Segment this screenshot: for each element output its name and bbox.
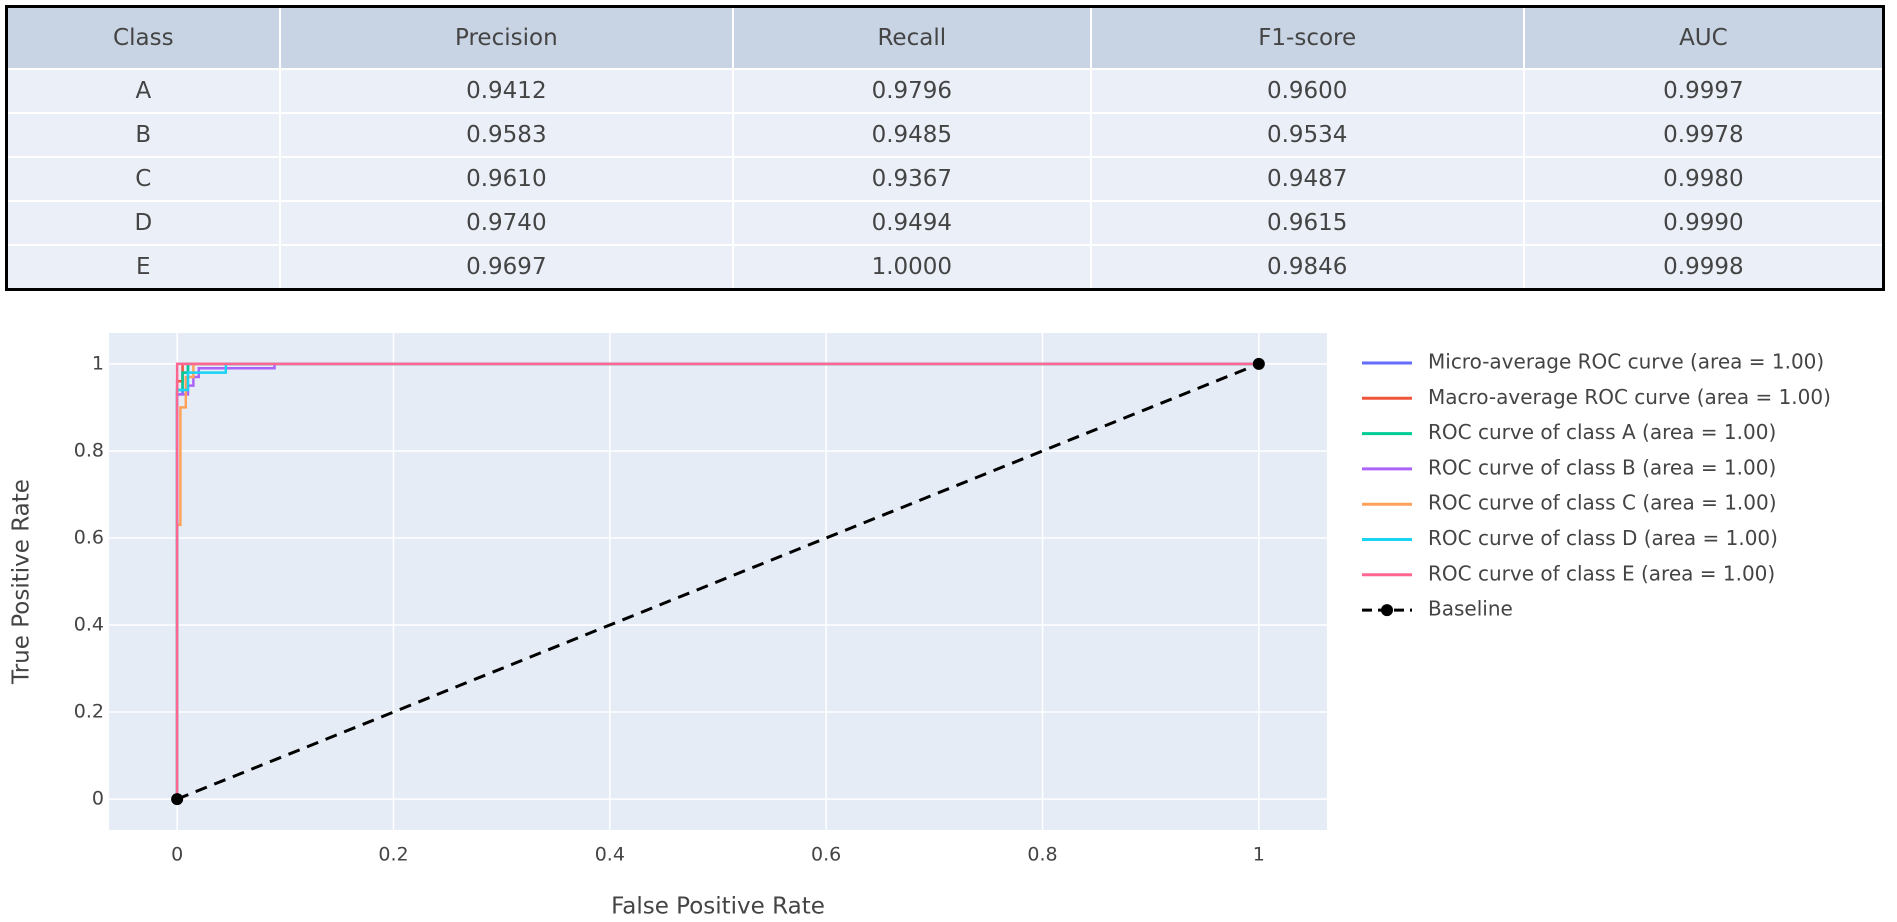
- x-tick-label: 0.2: [378, 844, 408, 866]
- table-cell: 0.9980: [1522, 156, 1885, 202]
- line-marker: [1252, 357, 1265, 370]
- roc-line: [175, 362, 1259, 800]
- table-cell: 0.9998: [1522, 244, 1885, 291]
- y-tick-label: 0.6: [74, 526, 104, 548]
- table-row: A 0.9412 0.9796 0.9600 0.9997: [5, 68, 1885, 114]
- table-cell: 1.0000: [732, 244, 1092, 291]
- table-row: D 0.9740 0.9494 0.9615 0.9990: [5, 200, 1885, 246]
- table-cell: 0.9978: [1522, 112, 1885, 158]
- y-tick-label: 0: [92, 788, 104, 810]
- table-row: B 0.9583 0.9485 0.9534 0.9978: [5, 112, 1885, 158]
- legend-label: ROC curve of class A (area = 1.00): [1428, 420, 1776, 444]
- table-cell: 0.9412: [278, 68, 735, 114]
- y-tick-label: 0.8: [74, 439, 104, 461]
- table-cell: F1-score: [1089, 5, 1525, 70]
- table-cell: A: [5, 68, 281, 114]
- table-cell: C: [5, 156, 281, 202]
- y-axis-title: True Positive Rate: [9, 479, 35, 685]
- x-tick-label: 0: [171, 844, 183, 866]
- table-cell: Recall: [732, 5, 1092, 70]
- x-tick-label: 0.8: [1027, 844, 1057, 866]
- table-cell: 0.9846: [1089, 244, 1525, 291]
- legend-label: ROC curve of class C (area = 1.00): [1428, 491, 1777, 515]
- table-cell: E: [5, 244, 281, 291]
- x-tick-label: 1: [1253, 844, 1265, 866]
- table-cell: 0.9740: [278, 200, 735, 246]
- table-cell: 0.9494: [732, 200, 1092, 246]
- table-cell: AUC: [1522, 5, 1885, 70]
- table-cell: Precision: [278, 5, 735, 70]
- table-cell: 0.9583: [278, 112, 735, 158]
- table-cell: 0.9610: [278, 156, 735, 202]
- y-tick-label: 0.2: [74, 701, 104, 723]
- table-cell: 0.9697: [278, 244, 735, 291]
- legend-label: Baseline: [1428, 597, 1513, 621]
- table-cell: B: [5, 112, 281, 158]
- table-cell: 0.9997: [1522, 68, 1885, 114]
- table-cell: 0.9615: [1089, 200, 1525, 246]
- table-cell: 0.9990: [1522, 200, 1885, 246]
- legend-label: Micro-average ROC curve (area = 1.00): [1428, 350, 1824, 374]
- line-marker: [171, 793, 184, 806]
- legend-label: ROC curve of class E (area = 1.00): [1428, 561, 1775, 585]
- table-cell: Class: [5, 5, 281, 70]
- table-cell: 0.9487: [1089, 156, 1525, 202]
- table-cell: 0.9367: [732, 156, 1092, 202]
- table-row: E 0.9697 1.0000 0.9846 0.9998: [5, 244, 1885, 291]
- table-row: C 0.9610 0.9367 0.9487 0.9980: [5, 156, 1885, 202]
- legend-label: Macro-average ROC curve (area = 1.00): [1428, 385, 1831, 409]
- y-tick-label: 0.4: [74, 614, 104, 636]
- metrics-table: Class Precision Recall F1-score AUC A 0.9412 0.…: [5, 5, 1885, 291]
- x-tick-label: 0.6: [811, 844, 841, 866]
- table-cell: 0.9796: [732, 68, 1092, 114]
- roc-line: [176, 362, 1260, 801]
- table-cell: D: [5, 200, 281, 246]
- legend-marker: [1381, 604, 1393, 617]
- table-cell: 0.9485: [732, 112, 1092, 158]
- x-tick-label: 0.4: [595, 844, 625, 866]
- header-row: Class Precision Recall F1-score AUC: [5, 5, 1885, 70]
- legend-label: ROC curve of class B (area = 1.00): [1428, 455, 1776, 479]
- y-tick-label: 1: [92, 352, 104, 374]
- legend-label: ROC curve of class D (area = 1.00): [1428, 526, 1778, 550]
- x-axis-title: False Positive Rate: [611, 894, 825, 920]
- table-cell: 0.9600: [1089, 68, 1525, 114]
- table-cell: 0.9534: [1089, 112, 1525, 158]
